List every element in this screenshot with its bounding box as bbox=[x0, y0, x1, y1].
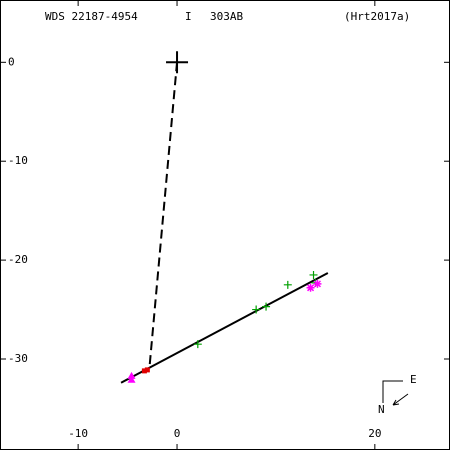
separation-line bbox=[148, 62, 179, 369]
compass bbox=[382, 380, 409, 406]
primary-star bbox=[166, 51, 189, 74]
compass-arrow bbox=[392, 393, 409, 406]
y-tick-label: 0 bbox=[8, 55, 15, 68]
plus-point bbox=[193, 340, 202, 349]
y-tick-label: -20 bbox=[8, 253, 28, 266]
subtitle: I bbox=[185, 10, 192, 23]
fit-line bbox=[120, 272, 329, 384]
reference: (Hrt2017a) bbox=[344, 10, 410, 23]
triangle-point bbox=[127, 371, 136, 379]
star-point bbox=[313, 279, 322, 288]
plus-point bbox=[252, 305, 261, 314]
x-tick-label: -10 bbox=[68, 427, 88, 440]
x-tick-label: 20 bbox=[368, 427, 381, 440]
subtitle: 303AB bbox=[210, 10, 243, 23]
star-point bbox=[306, 283, 315, 292]
y-tick-label: -10 bbox=[8, 154, 28, 167]
dot-point bbox=[144, 367, 150, 373]
compass-north: N bbox=[378, 403, 385, 416]
plus-point bbox=[283, 280, 292, 289]
plus-point bbox=[309, 270, 318, 279]
compass-east: E bbox=[410, 373, 417, 386]
triangle-point bbox=[127, 375, 136, 383]
chart-title: WDS 22187-4954 bbox=[45, 10, 138, 23]
plus-point bbox=[262, 302, 271, 311]
x-tick-label: 0 bbox=[174, 427, 181, 440]
y-tick-label: -30 bbox=[8, 352, 28, 365]
compass-axes bbox=[382, 380, 403, 403]
dot-point bbox=[141, 368, 147, 374]
